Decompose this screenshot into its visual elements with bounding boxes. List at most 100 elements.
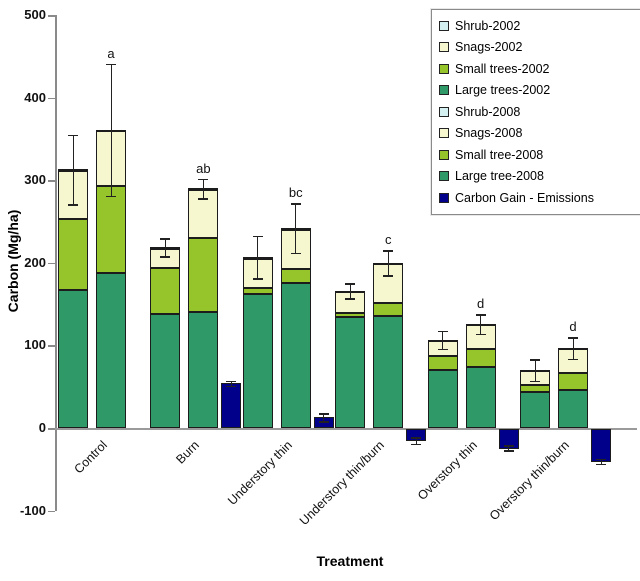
y-tick-label: -100 [19, 502, 46, 518]
bar-segment-small-2002 [520, 385, 550, 392]
error-bar-cap [437, 348, 448, 351]
legend-swatch-6 [439, 149, 449, 160]
legend-item: Small tree-2008 [439, 144, 640, 166]
legend-label: Carbon Gain - Emissions [455, 190, 594, 205]
error-bar-cap [530, 359, 540, 361]
error-bar-cap [530, 380, 540, 383]
bar-segment-large-2008 [188, 312, 219, 428]
y-axis-line [55, 15, 57, 511]
bar-segment-small-2002 [427, 356, 458, 371]
error-bar-cap [290, 252, 301, 255]
legend-label: Small tree-2008 [455, 147, 544, 162]
y-tick-label: 300 [24, 172, 46, 188]
significance-letter: bc [288, 185, 303, 201]
legend-item: Large tree-2008 [439, 166, 640, 188]
error-bar-line [572, 337, 574, 359]
error-bar-cap [252, 278, 263, 280]
error-bar-cap [68, 204, 78, 206]
y-tick-mark [48, 15, 55, 17]
legend-swatch-4 [439, 106, 449, 117]
error-bar-cap [568, 358, 578, 361]
legend-label: Shrub-2002 [455, 18, 521, 33]
error-bar-line [295, 203, 297, 253]
bar-segment-large-2008 [280, 283, 311, 428]
legend-swatch-1 [439, 42, 449, 53]
y-tick-label: 400 [24, 89, 46, 105]
bar-segment-small-2002 [242, 287, 273, 295]
error-bar-cap [383, 250, 394, 252]
error-bar-line [323, 413, 325, 422]
error-bar-line [110, 63, 112, 196]
y-tick-mark [48, 428, 55, 430]
error-bar-cap [106, 195, 116, 198]
legend-label: Snags-2002 [455, 40, 523, 55]
bar-segment-small-2002 [335, 313, 366, 318]
legend-label: Large tree-2008 [455, 169, 544, 184]
bar-segment-large-2002 [427, 370, 458, 428]
error-bar-line [480, 314, 482, 334]
error-bar-line [202, 178, 204, 199]
error-bar-cap [318, 413, 329, 415]
y-tick-mark [48, 180, 55, 182]
legend-item: Carbon Gain - Emissions [439, 187, 640, 209]
significance-letter: ab [196, 160, 211, 176]
bar-segment-large-2008 [96, 272, 126, 428]
error-bar-cap [475, 314, 486, 316]
error-bar-cap [252, 235, 263, 238]
error-bar-cap [411, 437, 422, 439]
error-bar-line [534, 359, 536, 381]
y-tick-mark [48, 510, 55, 513]
bar-carbon-gain [591, 429, 611, 463]
error-bar-cap [160, 256, 171, 258]
y-tick-label: 200 [24, 254, 46, 270]
legend-item: Small trees-2002 [439, 58, 640, 80]
error-bar-cap [596, 463, 606, 466]
error-bar-cap [226, 385, 237, 388]
bar-segment-small-2008 [373, 303, 404, 316]
legend-swatch-5 [439, 128, 449, 139]
error-bar-line [72, 134, 74, 205]
y-tick-label: 0 [38, 420, 46, 435]
error-bar-line [442, 330, 444, 349]
legend-label: Large trees-2002 [455, 83, 551, 98]
significance-letter: d [569, 319, 577, 335]
bar-carbon-gain [221, 383, 242, 428]
error-bar-cap [198, 198, 209, 200]
legend-item: Large trees-2002 [439, 80, 640, 102]
legend-item: Shrub-2008 [439, 101, 640, 123]
y-tick-mark [48, 345, 55, 347]
legend-swatch-0 [439, 20, 449, 31]
error-bar-cap [68, 134, 78, 137]
bar-segment-large-2002 [242, 294, 273, 428]
significance-letter: a [107, 45, 115, 61]
error-bar-cap [411, 443, 422, 446]
error-bar-cap [160, 238, 171, 240]
significance-letter: d [476, 296, 485, 311]
x-axis-title: Treatment [316, 553, 384, 569]
error-bar-line [164, 238, 166, 257]
legend-label: Snags-2008 [455, 126, 523, 141]
bar-segment-small-2008 [558, 373, 588, 390]
y-tick-label: 100 [24, 337, 46, 353]
legend-swatch-7 [439, 171, 449, 182]
bar-segment-large-2002 [520, 391, 550, 428]
bar-segment-small-2008 [96, 185, 126, 273]
bar-segment-large-2008 [558, 390, 588, 428]
error-bar-line [230, 380, 232, 386]
bar-segment-large-2002 [335, 317, 366, 428]
bar-segment-small-2008 [188, 238, 219, 313]
error-bar-line [415, 437, 417, 444]
legend-item: Snags-2002 [439, 37, 640, 59]
y-tick-mark [48, 97, 55, 100]
error-bar-cap [568, 337, 578, 339]
error-bar-line [387, 250, 389, 276]
bar-segment-large-2008 [465, 366, 496, 428]
y-tick-mark [48, 262, 55, 265]
legend: Shrub-2002 Snags-2002 Small trees-2002 Larg… [431, 9, 640, 215]
bar-segment-large-2002 [150, 314, 181, 428]
zero-gridline [55, 428, 637, 430]
error-bar-cap [596, 458, 606, 461]
error-bar-line [600, 458, 602, 464]
